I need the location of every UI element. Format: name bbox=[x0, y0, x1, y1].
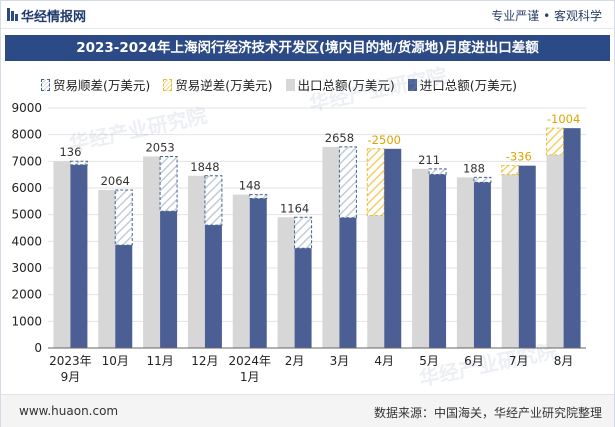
footer-url: www.huaon.com bbox=[19, 404, 119, 418]
balance-data-label: 136 bbox=[59, 145, 81, 159]
balance-data-label: 2053 bbox=[145, 140, 174, 154]
surplus-bar bbox=[473, 176, 492, 183]
import-bar bbox=[563, 128, 581, 348]
import-bar bbox=[473, 182, 491, 348]
y-tick-label: 2000 bbox=[11, 288, 42, 302]
import-bar bbox=[429, 174, 447, 348]
y-tick-label: 0 bbox=[34, 341, 42, 355]
surplus-bar bbox=[114, 189, 133, 246]
legend-label-export: 出口总额(万美元) bbox=[297, 78, 395, 93]
balance-data-label: 1164 bbox=[280, 201, 309, 215]
y-tick-label: 6000 bbox=[11, 181, 42, 195]
export-bar bbox=[322, 146, 340, 348]
y-tick-label: 5000 bbox=[11, 208, 42, 222]
x-tick-label: 2023年 9月 bbox=[49, 354, 92, 384]
balance-data-label: 2658 bbox=[325, 131, 354, 145]
x-tick-label: 10月 bbox=[102, 354, 129, 368]
deficit-bar bbox=[366, 148, 385, 216]
export-bar bbox=[143, 156, 161, 348]
surplus-bar bbox=[249, 194, 268, 200]
import-bar bbox=[294, 248, 312, 348]
legend-item-import: 进口总额(万美元) bbox=[407, 75, 518, 94]
import-bar bbox=[115, 245, 133, 348]
export-bar bbox=[456, 177, 474, 348]
watermark-text: 华经产业研究院 bbox=[67, 103, 209, 156]
y-tick-label: 7000 bbox=[11, 154, 42, 168]
balance-data-label: 1848 bbox=[190, 160, 219, 174]
legend-item-surplus: 贸易顺差(万美元) bbox=[41, 75, 150, 94]
surplus-bar bbox=[69, 160, 88, 166]
y-tick-label: 8000 bbox=[11, 128, 42, 142]
footer: www.huaon.com 数据来源：中国海关，华经产业研究院整理 bbox=[1, 394, 614, 427]
deficit-bar bbox=[501, 165, 520, 176]
legend: 贸易顺差(万美元) 贸易逆差(万美元) 出口总额(万美元) 进口总额(万美元) bbox=[41, 75, 526, 93]
balance-data-label: 148 bbox=[239, 179, 261, 193]
legend-item-export: 出口总额(万美元) bbox=[285, 75, 395, 94]
export-bar bbox=[546, 154, 564, 348]
import-bar bbox=[339, 217, 357, 348]
import-bar bbox=[204, 225, 222, 348]
legend-swatch-import bbox=[407, 79, 417, 91]
y-tick-label: 4000 bbox=[11, 234, 42, 248]
balance-data-label: 211 bbox=[418, 153, 440, 167]
x-tick-label: 11月 bbox=[146, 354, 173, 368]
legend-label-surplus: 贸易顺差(万美元) bbox=[53, 78, 151, 93]
x-tick-label: 8月 bbox=[554, 354, 574, 368]
surplus-bar bbox=[428, 168, 447, 175]
import-bar bbox=[160, 211, 178, 348]
surplus-bar bbox=[159, 155, 178, 212]
x-tick-label: 2月 bbox=[285, 354, 305, 368]
balance-data-label: -336 bbox=[506, 150, 532, 164]
footer-source: 数据来源：中国海关，华经产业研究院整理 bbox=[373, 406, 602, 420]
balance-data-label: 188 bbox=[463, 161, 485, 175]
x-tick-label: 7月 bbox=[509, 354, 529, 368]
export-bar bbox=[412, 168, 430, 348]
export-bar bbox=[187, 175, 205, 348]
x-tick-label: 2024年 1月 bbox=[228, 354, 271, 384]
x-tick-label: 6月 bbox=[464, 354, 484, 368]
export-bar bbox=[53, 161, 71, 348]
export-bar bbox=[277, 217, 295, 348]
x-tick-label: 5月 bbox=[419, 354, 439, 368]
legend-item-deficit: 贸易逆差(万美元) bbox=[163, 75, 273, 94]
chart-title: 2023-2024年上海闵行经济技术开发区(境内目的地/货源地)月度进出口差额 bbox=[5, 35, 610, 61]
surplus-bar bbox=[338, 146, 357, 219]
x-tick-label: 12月 bbox=[191, 354, 218, 368]
deficit-bar bbox=[546, 127, 565, 156]
export-bar bbox=[367, 215, 385, 348]
legend-label-import: 进口总额(万美元) bbox=[419, 78, 518, 93]
legend-swatch-export bbox=[285, 79, 295, 91]
y-tick-label: 3000 bbox=[11, 261, 42, 275]
brand-logo-icon bbox=[7, 8, 18, 21]
x-tick-label: 3月 bbox=[330, 354, 350, 368]
top-bar: 华经情报网 专业严谨 • 客观科学 bbox=[1, 1, 614, 29]
export-bar bbox=[98, 190, 116, 348]
balance-data-label: -2500 bbox=[368, 133, 401, 147]
y-tick-label: 9000 bbox=[11, 101, 42, 115]
legend-swatch-deficit bbox=[163, 79, 173, 91]
import-bar bbox=[249, 198, 267, 348]
y-tick-label: 1000 bbox=[11, 314, 42, 328]
import-bar bbox=[70, 164, 88, 348]
slogan: 专业严谨 • 客观科学 bbox=[491, 9, 602, 23]
import-bar bbox=[518, 165, 536, 348]
brand-name: 华经情报网 bbox=[21, 10, 87, 25]
legend-label-deficit: 贸易逆差(万美元) bbox=[175, 78, 273, 93]
balance-data-label: -1004 bbox=[547, 112, 580, 126]
import-bar bbox=[384, 148, 402, 348]
export-bar bbox=[501, 174, 519, 348]
surplus-bar bbox=[294, 216, 313, 249]
x-tick-label: 4月 bbox=[374, 354, 394, 368]
surplus-bar bbox=[204, 175, 223, 226]
legend-swatch-surplus bbox=[41, 79, 50, 91]
balance-data-label: 2064 bbox=[101, 174, 130, 188]
export-bar bbox=[232, 194, 250, 348]
